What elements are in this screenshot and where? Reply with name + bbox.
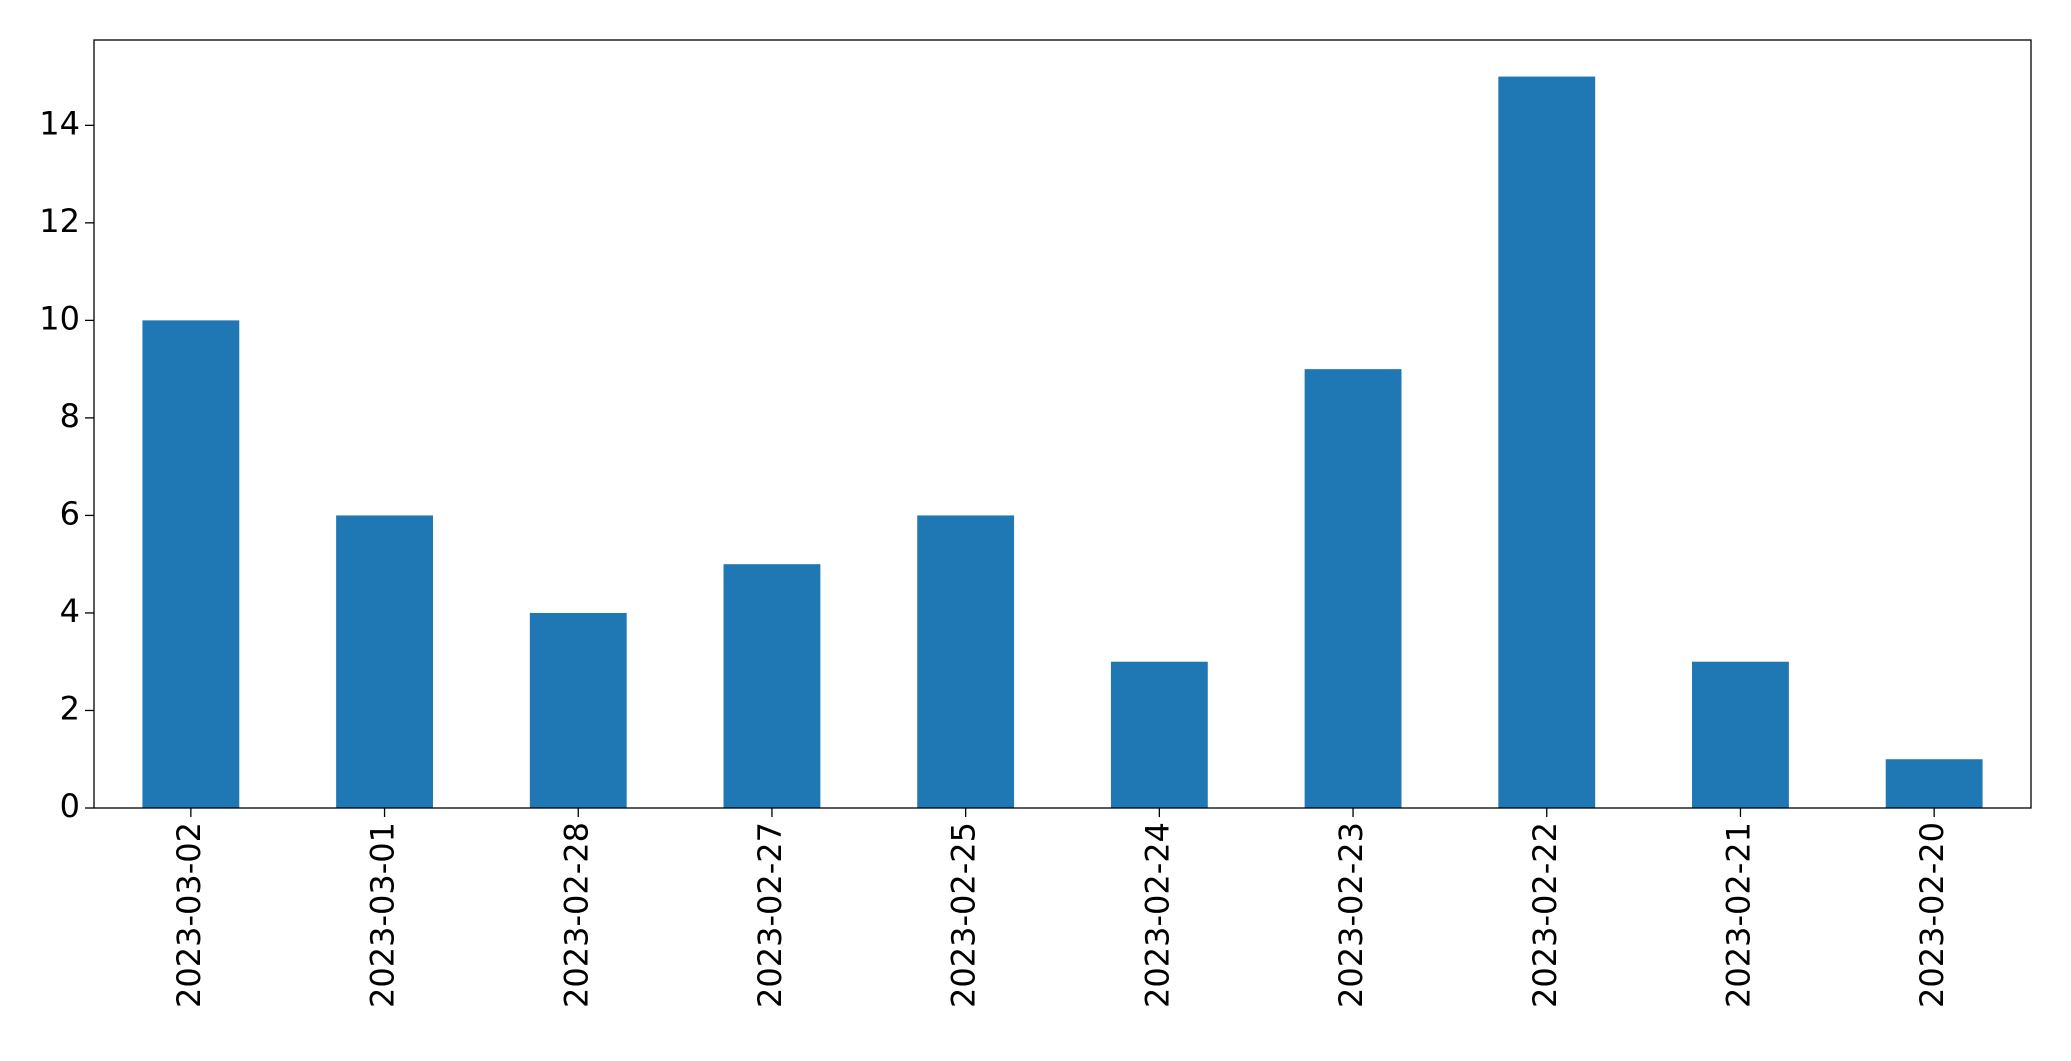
y-tick-label: 12 bbox=[39, 202, 80, 240]
bar bbox=[529, 612, 627, 808]
bar bbox=[336, 515, 433, 808]
bar bbox=[1304, 369, 1402, 808]
x-tick-label: 2023-02-28 bbox=[557, 822, 595, 1008]
bar bbox=[142, 320, 240, 808]
y-tick-label: 8 bbox=[60, 397, 80, 435]
bar bbox=[1692, 661, 1789, 808]
bar bbox=[1110, 661, 1208, 808]
x-tick-label: 2023-02-23 bbox=[1332, 822, 1370, 1008]
x-tick-label: 2023-02-24 bbox=[1138, 822, 1176, 1008]
y-tick-label: 0 bbox=[60, 787, 80, 825]
bar bbox=[1498, 76, 1596, 809]
plot-frame bbox=[93, 39, 2032, 809]
x-tick-label: 2023-02-27 bbox=[751, 822, 789, 1008]
y-tick-label: 10 bbox=[39, 299, 80, 337]
y-tick-label: 4 bbox=[60, 592, 80, 630]
x-tick-label: 2023-03-01 bbox=[364, 822, 402, 1008]
bar bbox=[917, 515, 1015, 808]
x-tick-label: 2023-02-20 bbox=[1913, 822, 1951, 1008]
x-tick-label: 2023-03-02 bbox=[170, 822, 208, 1008]
y-tick-label: 2 bbox=[60, 689, 80, 727]
bar bbox=[1885, 759, 1983, 808]
x-tick-label: 2023-02-22 bbox=[1526, 822, 1564, 1008]
y-tick-label: 6 bbox=[60, 494, 80, 532]
x-tick-label: 2023-02-21 bbox=[1719, 822, 1757, 1008]
y-tick-label: 14 bbox=[39, 104, 80, 142]
bar bbox=[723, 564, 821, 808]
x-tick-label: 2023-02-25 bbox=[945, 822, 983, 1008]
